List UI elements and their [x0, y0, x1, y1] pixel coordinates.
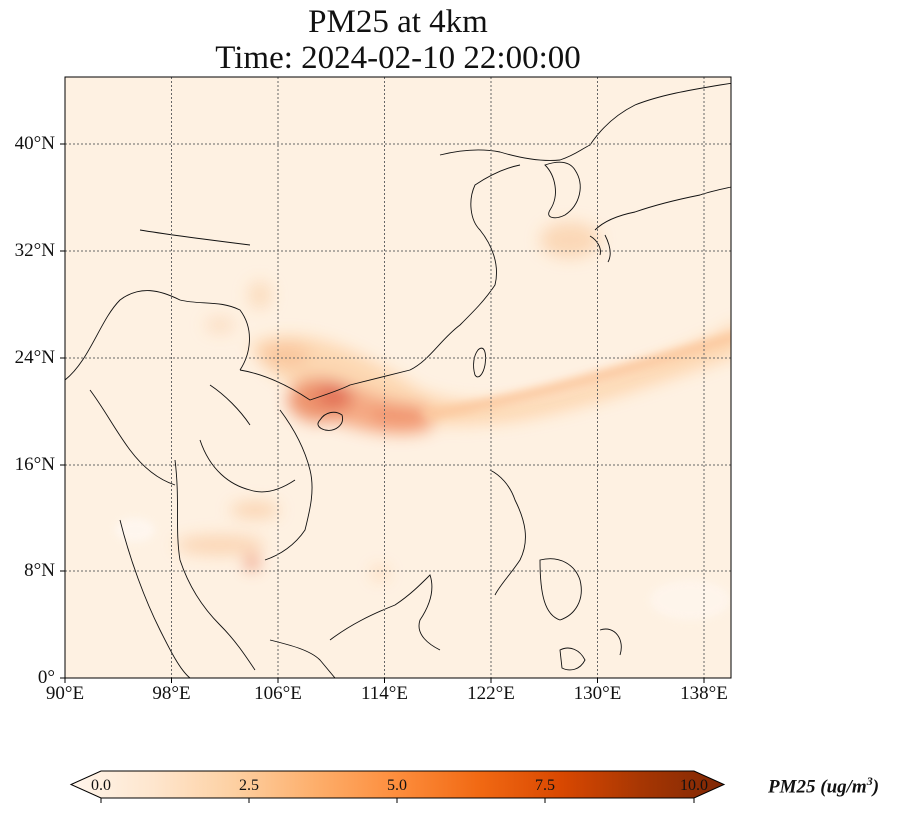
colorbar-label-text: PM25 (ug/m: [768, 776, 867, 798]
colorbar-label-superscript: 3: [866, 774, 873, 788]
lat-label-0: 0°: [37, 667, 55, 688]
lat-label-8n: 8°N: [24, 560, 55, 581]
colorbar-tick: 0.0: [91, 777, 111, 794]
map-title: PM25 at 4km: [308, 4, 488, 40]
lon-label-122e: 122°E: [467, 683, 515, 704]
map-time-subtitle: Time: 2024-02-10 22:00:00: [215, 40, 581, 76]
lat-label-24n: 24°N: [14, 347, 55, 368]
colorbar-tick: 2.5: [239, 777, 259, 794]
colorbar-tick: 10.0: [680, 777, 708, 794]
colorbar-label: PM25 (ug/m3): [768, 774, 879, 798]
colorbar-tick: 5.0: [387, 777, 407, 794]
colorbar: [69, 770, 726, 803]
gridlines: [65, 77, 731, 678]
lon-label-138e: 138°E: [680, 683, 728, 704]
lat-label-32n: 32°N: [14, 240, 55, 261]
lon-label-90e: 90°E: [45, 683, 85, 704]
colorbar-label-close: ): [872, 776, 880, 798]
lon-label-114e: 114°E: [361, 683, 408, 704]
lon-label-106e: 106°E: [254, 683, 302, 704]
pm25-field: [65, 77, 731, 678]
lat-label-40n: 40°N: [14, 133, 55, 154]
colorbar-tick: 7.5: [535, 777, 555, 794]
lon-label-130e: 130°E: [573, 683, 622, 704]
lat-label-16n: 16°N: [14, 454, 55, 475]
lon-label-98e: 98°E: [152, 683, 191, 704]
